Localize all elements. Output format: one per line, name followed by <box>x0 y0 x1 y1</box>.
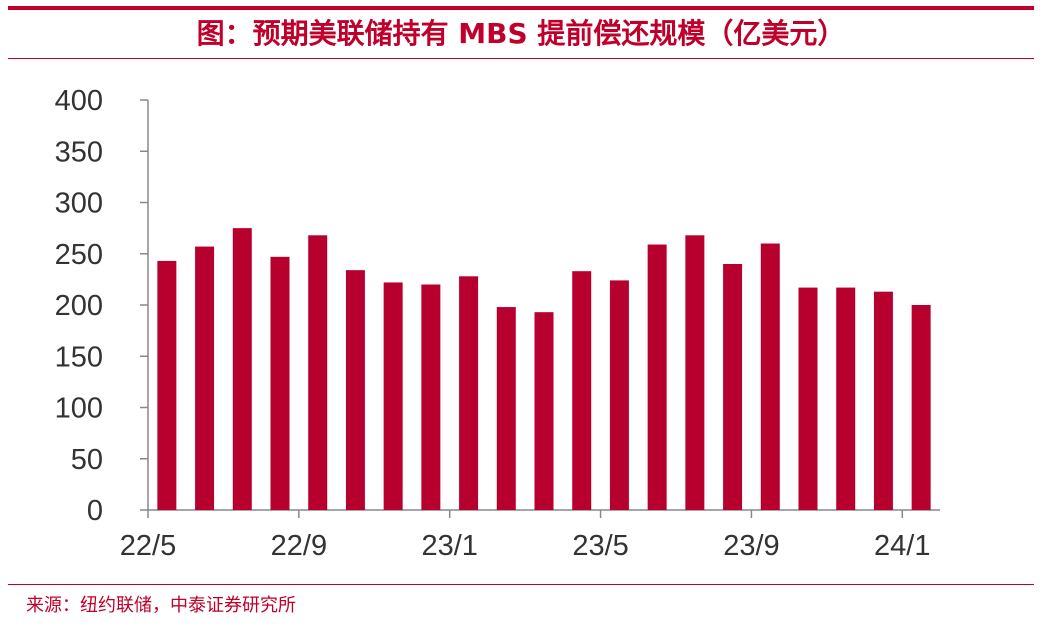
bar <box>308 235 328 511</box>
y-tick-label: 400 <box>55 85 103 117</box>
y-tick-label: 50 <box>71 444 103 476</box>
bar <box>647 244 667 510</box>
y-tick-label: 200 <box>55 290 103 322</box>
bar <box>345 270 365 510</box>
y-tick-label: 100 <box>55 393 103 425</box>
y-tick-label: 0 <box>87 495 103 527</box>
bar-chart: 0 50 100 150 200 250 300 350 400 22/5 22/9 23/1 23/5… <box>55 85 940 562</box>
bar <box>760 243 780 510</box>
bar <box>270 256 290 510</box>
bar <box>421 284 441 510</box>
bar <box>534 312 554 510</box>
bar <box>383 282 403 510</box>
bar <box>232 228 252 510</box>
bar <box>609 280 629 510</box>
y-tick-label: 150 <box>55 341 103 373</box>
bar <box>723 264 743 510</box>
x-tick-label: 24/1 <box>874 530 930 562</box>
y-tick-label: 300 <box>55 188 103 220</box>
source-note: 来源：纽约联储，中泰证券研究所 <box>26 595 296 616</box>
source-rule <box>8 584 1034 585</box>
x-tick-label: 23/1 <box>421 530 477 562</box>
x-tick-label: 22/5 <box>120 530 176 562</box>
bar <box>836 287 856 510</box>
x-tick-label: 22/9 <box>271 530 327 562</box>
bar <box>911 305 931 510</box>
bar <box>496 307 516 510</box>
x-tick-label: 23/9 <box>723 530 779 562</box>
x-tick-label: 23/5 <box>572 530 628 562</box>
chart-title: 图：预期美联储持有 MBS 提前偿还规模（亿美元） <box>196 17 846 50</box>
top-rule <box>8 6 1034 10</box>
bar <box>459 276 479 510</box>
bar <box>572 271 592 510</box>
bar <box>195 246 215 510</box>
y-tick-label: 350 <box>55 136 103 168</box>
bar <box>685 235 705 511</box>
bar <box>157 260 177 510</box>
y-tick-label: 250 <box>55 239 103 271</box>
title-rule <box>8 58 1034 59</box>
bar <box>873 291 893 510</box>
bar <box>798 287 818 510</box>
